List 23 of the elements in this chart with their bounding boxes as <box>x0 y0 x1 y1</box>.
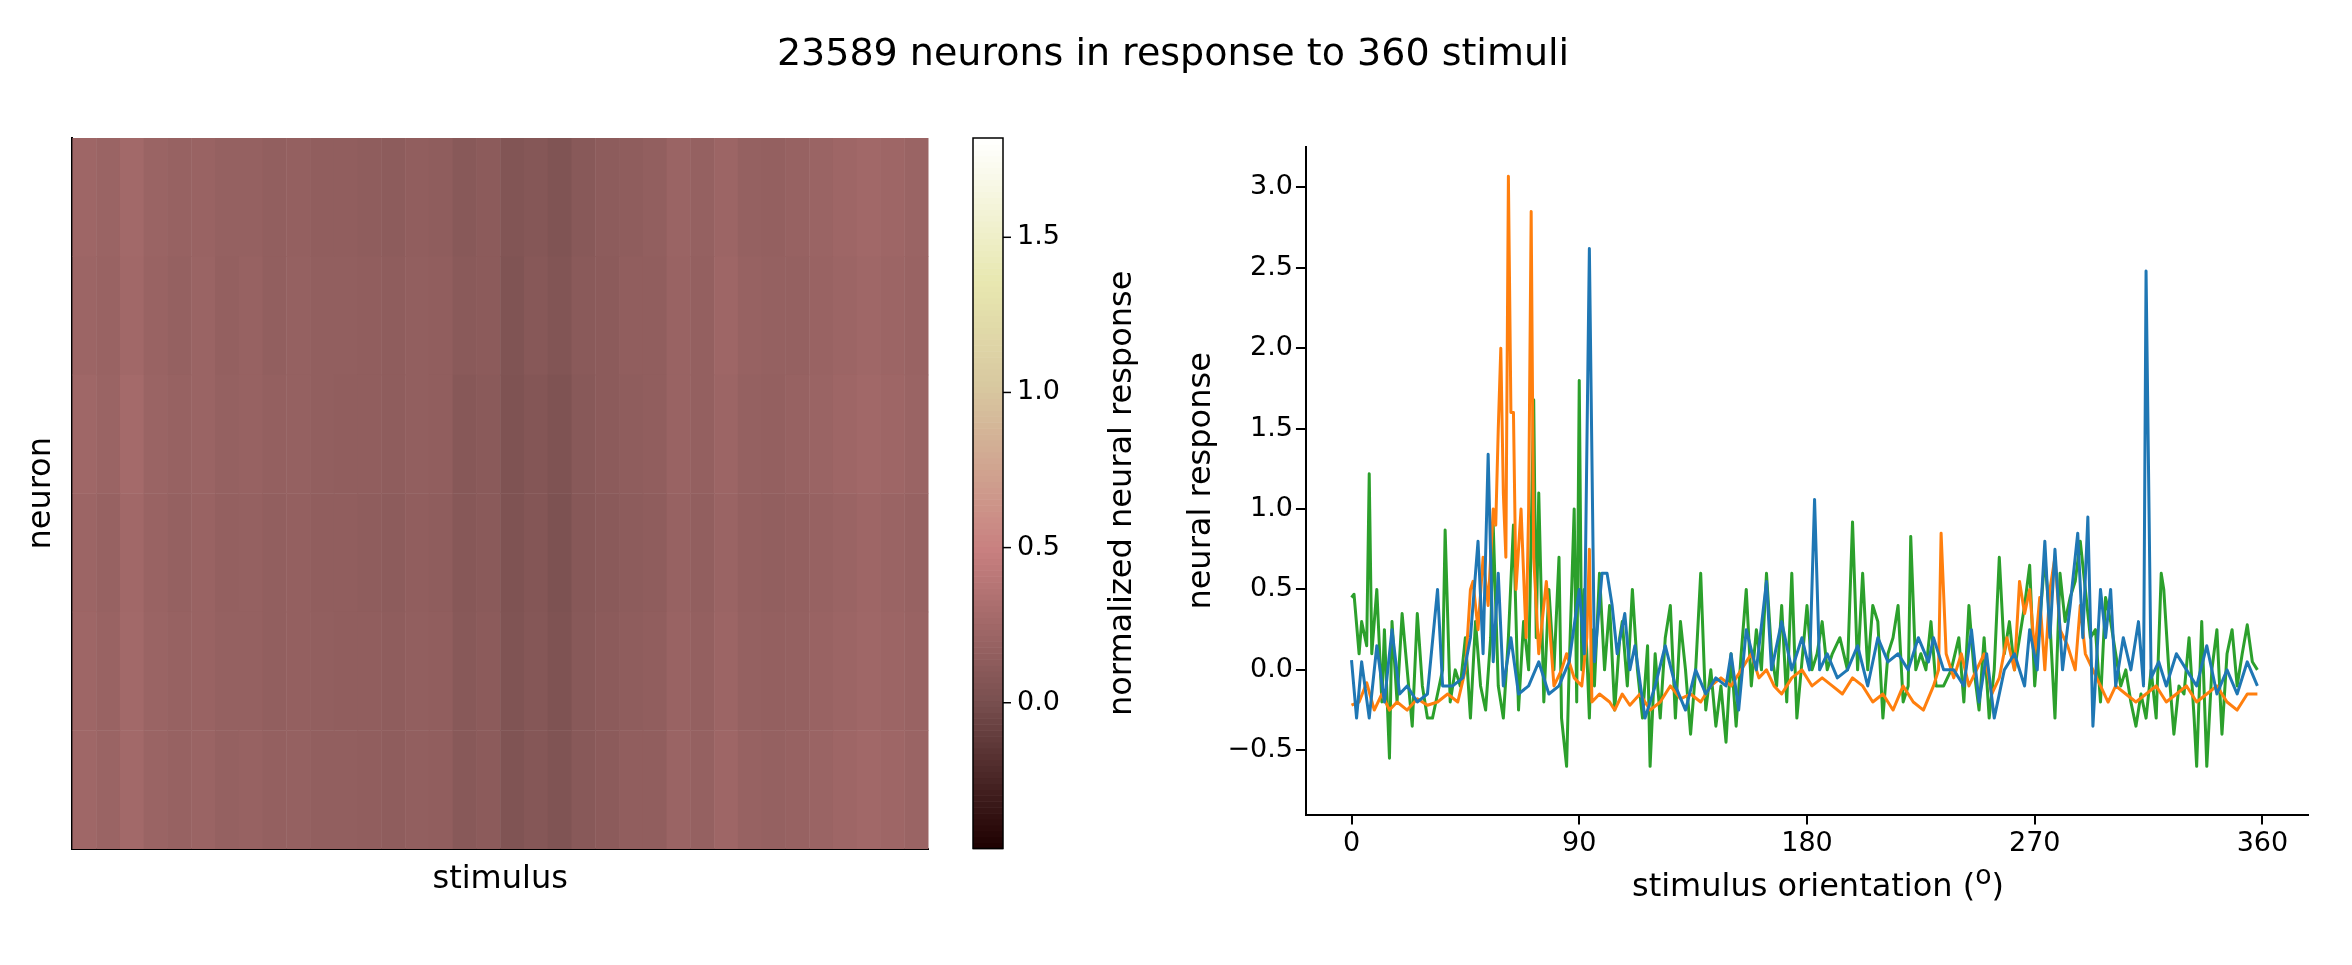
y-tick-label: 0.5 <box>1250 571 1293 603</box>
x-axis-title: stimulus orientation ($^{o}$) <box>1630 859 2006 904</box>
y-tick-label: 1.0 <box>1250 491 1293 523</box>
y-axis-title: neural response <box>1179 352 1218 610</box>
x-axis-title: stimulus <box>432 858 568 897</box>
x-tick-label: 270 <box>2008 825 2061 857</box>
y-axis-title: neuron <box>19 437 58 550</box>
y-tick-label: 2.5 <box>1250 249 1293 281</box>
color-bar-title: normalized neural response <box>1101 270 1140 716</box>
y-tick-label: 0.0 <box>1250 651 1293 683</box>
y-tick-label: −0.5 <box>1227 732 1293 764</box>
color-bar-label: 0.5 <box>1017 529 1060 561</box>
color-bar-label: 1.5 <box>1017 219 1060 251</box>
y-tick-label: 2.0 <box>1250 330 1293 362</box>
x-tick-label: 90 <box>1562 825 1597 857</box>
y-tick-label: 1.5 <box>1250 410 1293 442</box>
x-tick-label: 180 <box>1781 825 1833 857</box>
text: 23589 neurons in response to 360 stimuli <box>775 30 1571 74</box>
color-bar-label: 1.0 <box>1017 374 1060 406</box>
x-tick-label: 360 <box>2236 825 2289 857</box>
x-tick-label: 0 <box>1342 825 1361 857</box>
color-bar-label: 0.0 <box>1017 684 1060 716</box>
y-tick-label: 3.0 <box>1250 169 1293 201</box>
